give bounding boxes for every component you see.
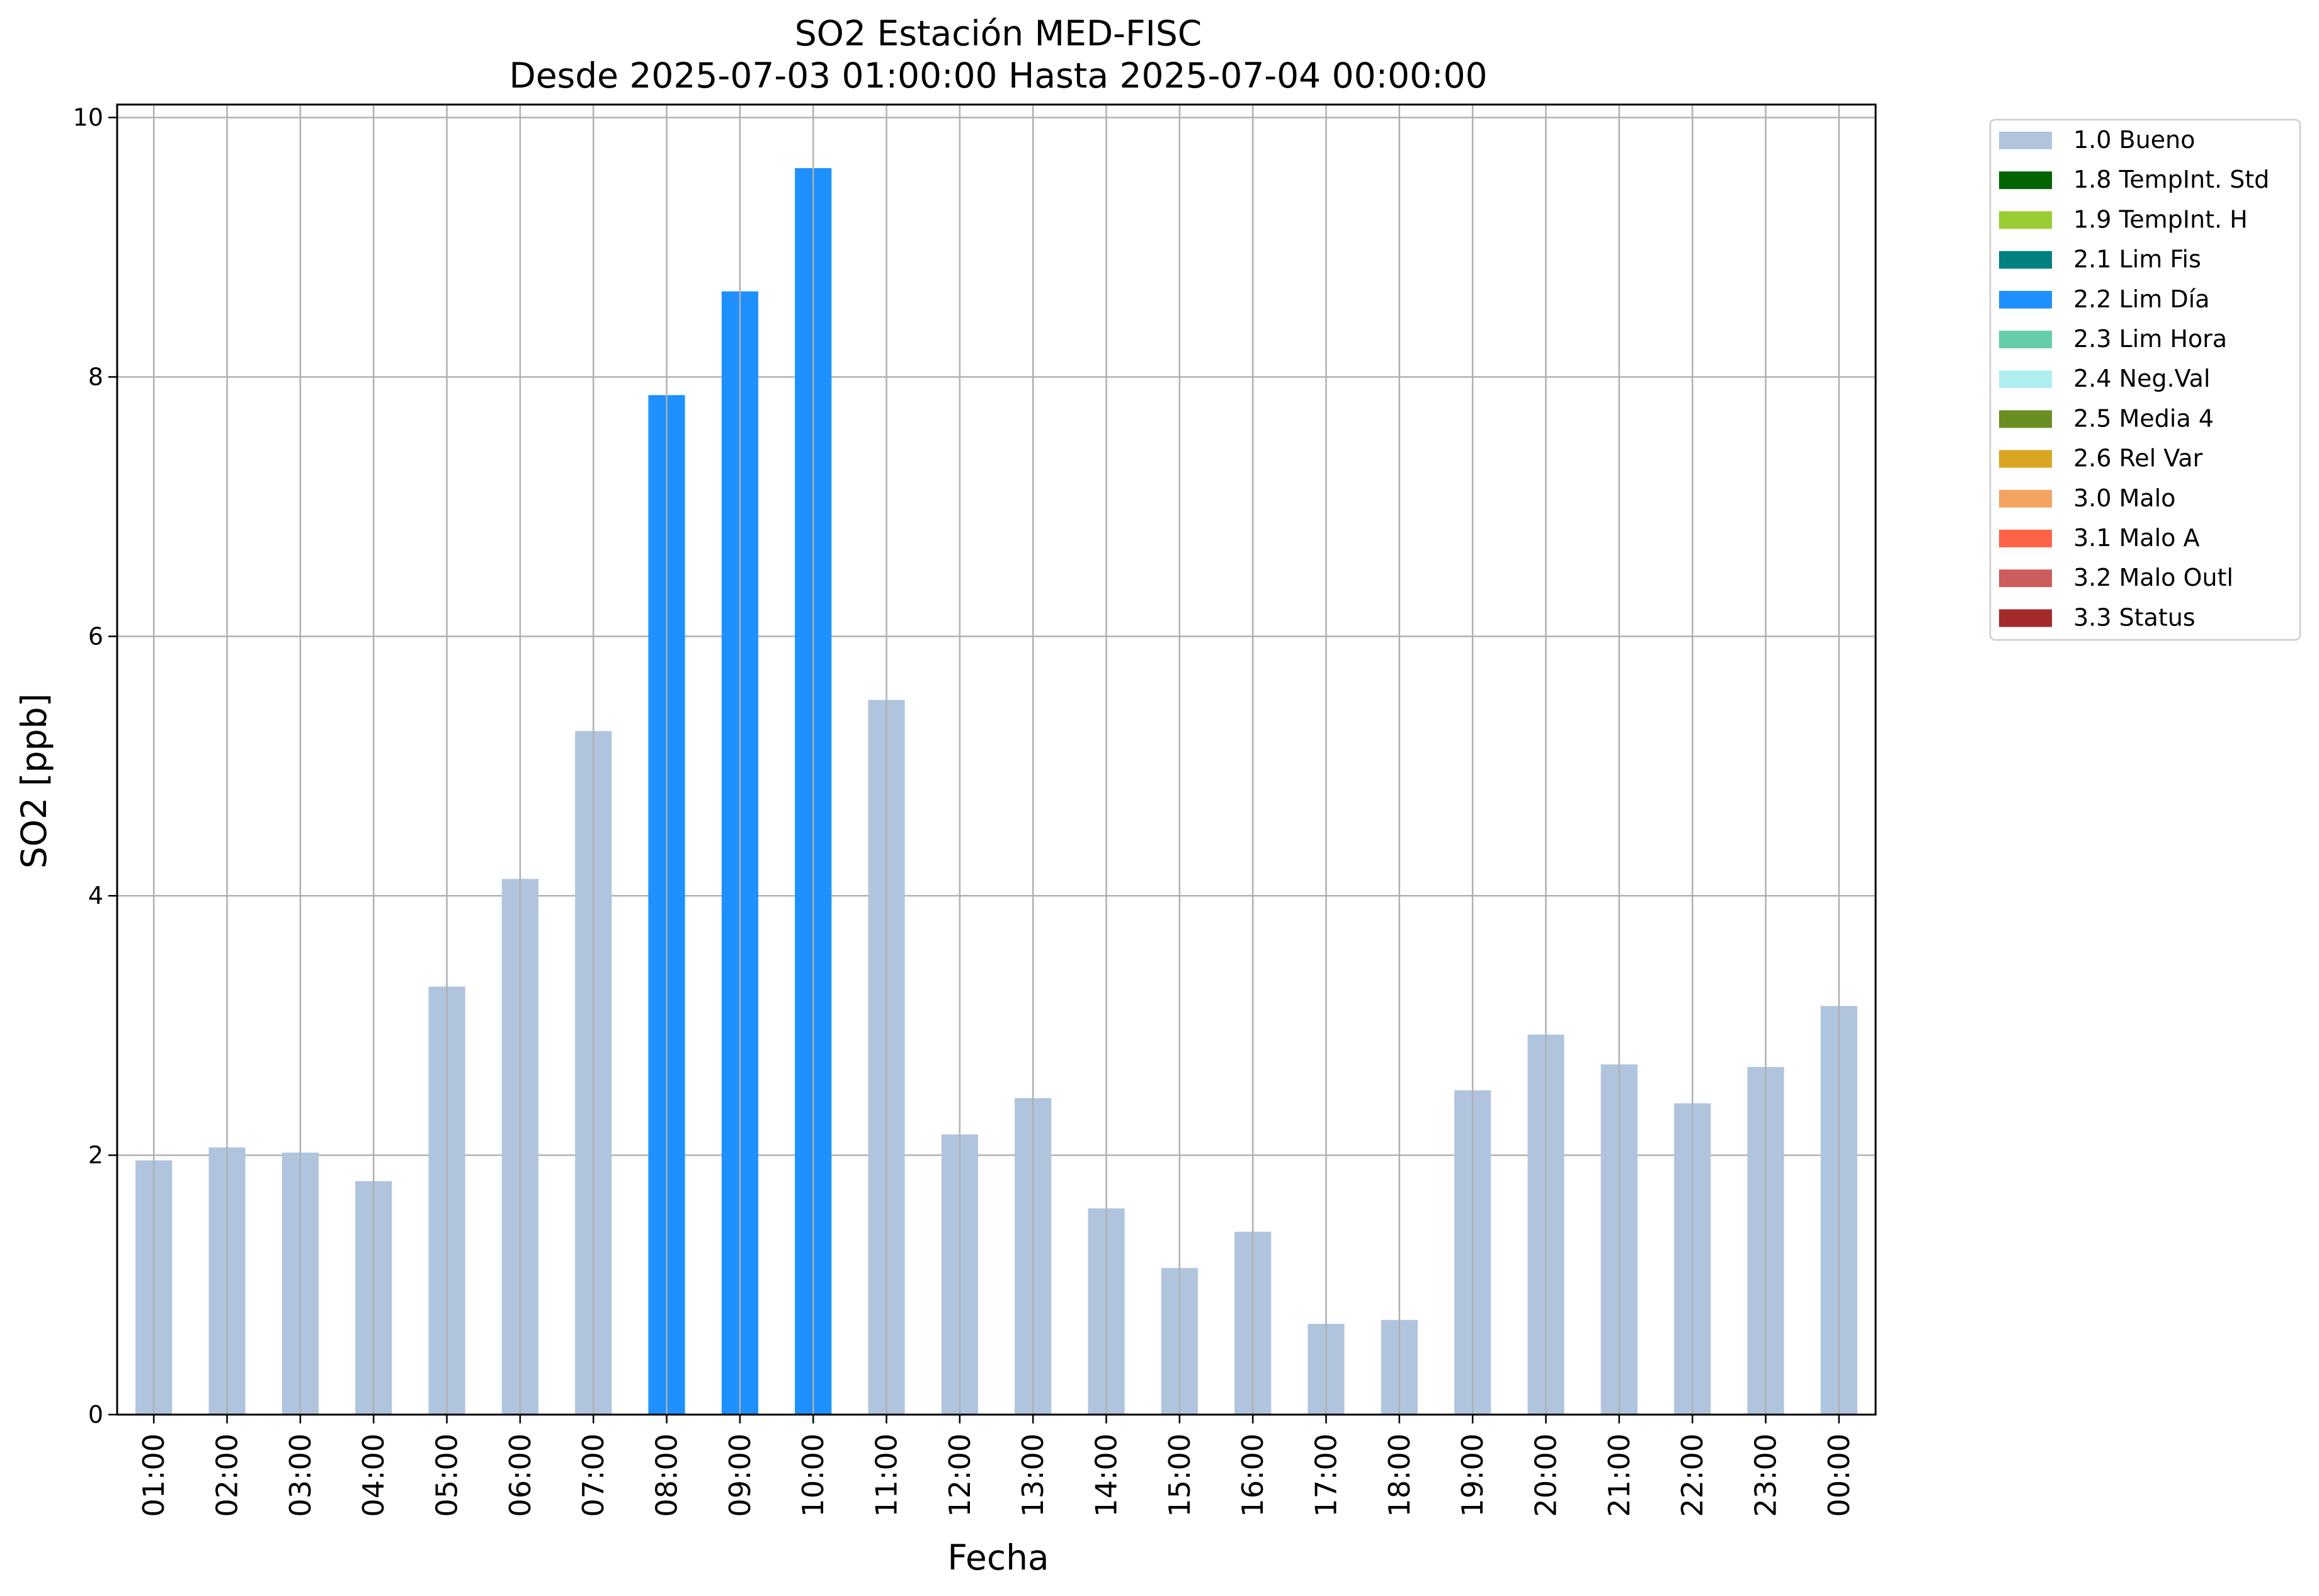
chart-title: SO2 Estación MED-FISC [795,13,1202,54]
x-tick-label: 04:00 [356,1434,390,1517]
legend-label: 1.0 Bueno [2073,126,2195,154]
y-tick-label: 6 [88,622,103,650]
legend-label: 1.9 TempInt. H [2073,205,2248,233]
legend-label: 2.4 Neg.Val [2073,365,2210,392]
x-tick-label: 14:00 [1090,1434,1124,1517]
x-tick-label: 00:00 [1822,1434,1856,1517]
legend-swatch [1999,569,2052,588]
legend-swatch [1999,450,2052,468]
x-tick-label: 03:00 [283,1434,317,1517]
legend-swatch [1999,370,2052,389]
y-tick-label: 8 [88,363,103,390]
x-tick-label: 10:00 [796,1434,830,1517]
legend-label: 3.0 Malo [2073,484,2175,512]
x-axis-ticks: 01:00 02:00 03:00 04:00 05:00 06:00 07:00 08:00… [137,1415,1856,1517]
x-tick-label: 02:00 [210,1434,244,1517]
plot-frame [116,103,1877,1416]
chart-subtitle: Desde 2025-07-03 01:00:00 Hasta 2025-07-… [509,55,1487,96]
legend-swatch [1999,530,2052,547]
x-tick-label: 15:00 [1163,1434,1197,1517]
legend-label: 1.8 TempInt. Std [2073,166,2269,193]
legend-label: 2.6 Rel Var [2073,445,2203,472]
vertical-grid-lines [152,105,1840,1415]
x-tick-label: 01:00 [137,1434,171,1517]
x-tick-label: 06:00 [503,1434,537,1517]
x-tick-label: 18:00 [1382,1434,1416,1517]
x-tick-label: 20:00 [1529,1434,1563,1517]
legend-swatch [1999,609,2052,627]
x-tick-label: 21:00 [1602,1434,1636,1517]
x-tick-label: 19:00 [1456,1434,1490,1517]
x-tick-label: 22:00 [1675,1434,1709,1517]
x-tick-label: 09:00 [723,1434,757,1517]
legend-box [1989,118,2301,641]
legend-swatch [1999,132,2052,149]
y-tick-label: 0 [88,1401,103,1428]
x-axis-label: Fecha [947,1537,1049,1578]
y-tick-label: 4 [88,882,103,909]
legend-swatch [1999,410,2052,428]
legend-swatch [1999,489,2052,508]
x-tick-label: 16:00 [1236,1434,1270,1517]
x-tick-label: 05:00 [430,1434,464,1517]
legend-label: 2.5 Media 4 [2073,404,2214,432]
legend-swatch [1999,290,2052,309]
x-tick-label: 12:00 [943,1434,977,1517]
x-tick-label: 11:00 [870,1434,904,1517]
x-tick-label: 13:00 [1016,1434,1050,1517]
legend: 1.0 Bueno 1.8 TempInt. Std 1.9 TempInt. H 2… [1989,118,2301,641]
x-tick-label: 17:00 [1309,1434,1343,1517]
y-axis-ticks: 0 2 4 6 8 10 [73,104,117,1428]
legend-label: 2.1 Lim Fis [2073,246,2201,273]
legend-label: 3.1 Malo A [2073,524,2199,552]
y-axis-label: SO2 [ppb] [14,693,54,869]
legend-label: 2.2 Lim Día [2073,285,2209,313]
legend-swatch [1999,171,2052,190]
x-tick-label: 07:00 [576,1434,610,1517]
legend-label: 3.3 Status [2073,603,2196,631]
x-tick-label: 08:00 [650,1434,684,1517]
legend-label: 3.2 Malo Outl [2073,564,2233,591]
y-tick-label: 2 [88,1141,103,1169]
x-tick-label: 23:00 [1749,1434,1783,1517]
y-tick-label: 10 [73,104,103,132]
legend-swatch [1999,211,2052,229]
legend-swatch [1999,331,2052,348]
legend-swatch [1999,251,2052,269]
legend-label: 2.3 Lim Hora [2073,325,2227,353]
